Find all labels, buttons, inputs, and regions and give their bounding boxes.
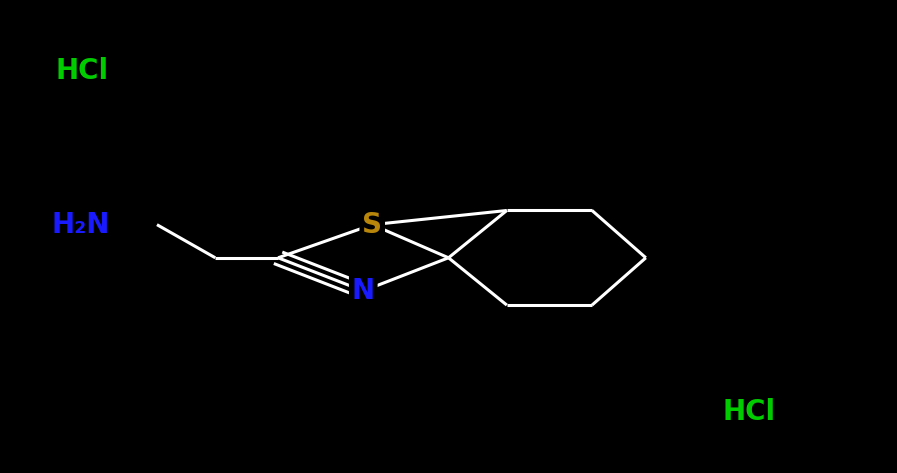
Text: S: S: [362, 210, 382, 239]
Text: HCl: HCl: [723, 398, 776, 426]
Text: H₂N: H₂N: [51, 210, 110, 239]
Text: N: N: [352, 277, 375, 305]
Text: HCl: HCl: [56, 57, 109, 85]
